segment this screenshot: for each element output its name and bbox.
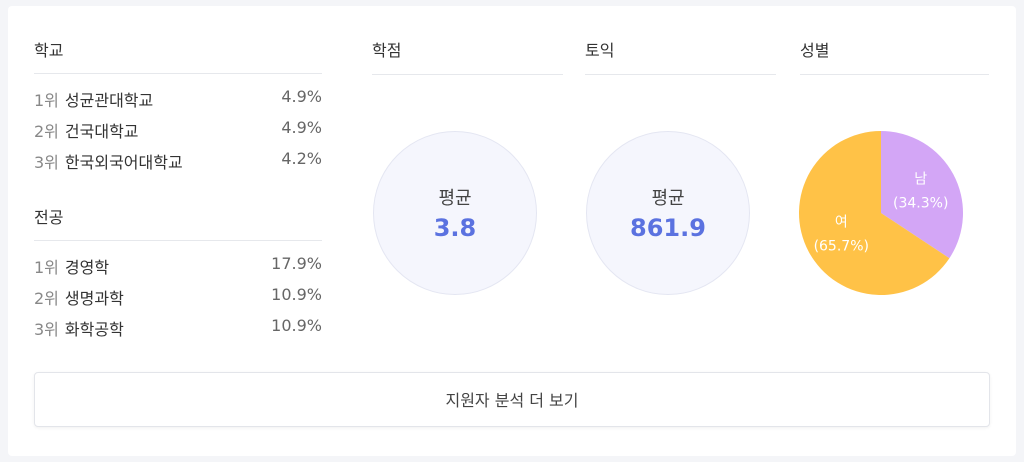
section-title: 학교 [34,41,64,60]
rank: 2위 [34,289,59,308]
rank: 2위 [34,122,59,141]
rank: 3위 [34,320,59,339]
section-title: 성별 [800,41,830,60]
percent: 4.2% [281,149,322,168]
divider [800,74,989,75]
divider [34,240,322,241]
section-title: 토익 [585,41,615,60]
item-name: 건국대학교 [64,122,139,141]
rank-row: 3위 화학공학 10.9% [34,316,322,340]
slice-value: (65.7%) [814,238,869,254]
item-name: 생명과학 [64,289,124,308]
percent: 10.9% [271,285,322,304]
rank-row: 1위 경영학 17.9% [34,254,322,278]
rank: 1위 [34,91,59,110]
item-name: 성균관대학교 [64,91,154,110]
avg-value: 861.9 [630,214,706,242]
avg-label: 평균 [438,188,472,209]
divider [585,74,776,75]
gpa-circle: 평균 3.8 [373,131,537,295]
percent: 17.9% [271,254,322,273]
rank-row: 2위 건국대학교 4.9% [34,118,322,142]
item-name: 한국외국어대학교 [64,153,183,172]
rank: 3위 [34,153,59,172]
percent: 4.9% [281,87,322,106]
rank-row: 3위 한국외국어대학교 4.2% [34,149,322,173]
avg-label: 평균 [651,188,685,209]
rank-row: 1위 성균관대학교 4.9% [34,87,322,111]
rank-row: 2위 생명과학 10.9% [34,285,322,309]
item-name: 화학공학 [64,320,124,339]
pie-slice [881,131,963,259]
section-title: 전공 [34,208,64,227]
item-name: 경영학 [64,258,110,277]
avg-value: 3.8 [433,214,477,242]
slice-label: 여 [835,214,848,230]
more-button[interactable]: 지원자 분석 더 보기 [34,372,990,427]
slice-value: (34.3%) [893,196,948,212]
toeic-circle: 평균 861.9 [586,131,750,295]
section-title: 학점 [372,41,402,60]
percent: 4.9% [281,118,322,137]
percent: 10.9% [271,316,322,335]
rank: 1위 [34,258,59,277]
divider [34,73,322,74]
divider [372,74,563,75]
pie-chart: 남 (34.3%) 여 (65.7%) [799,131,963,295]
pie-slice [799,131,950,295]
slice-label: 남 [914,172,927,188]
